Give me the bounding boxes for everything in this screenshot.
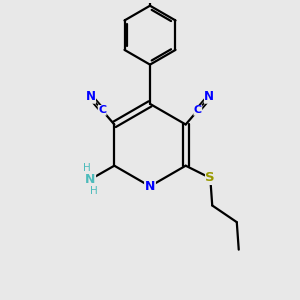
- Text: H: H: [91, 186, 98, 196]
- Text: S: S: [206, 172, 215, 184]
- Text: N: N: [204, 90, 214, 104]
- Text: H: H: [82, 163, 90, 172]
- Text: N: N: [85, 173, 96, 186]
- Text: C: C: [98, 105, 106, 115]
- Text: N: N: [86, 90, 96, 104]
- Text: C: C: [194, 105, 202, 115]
- Text: N: N: [145, 180, 155, 193]
